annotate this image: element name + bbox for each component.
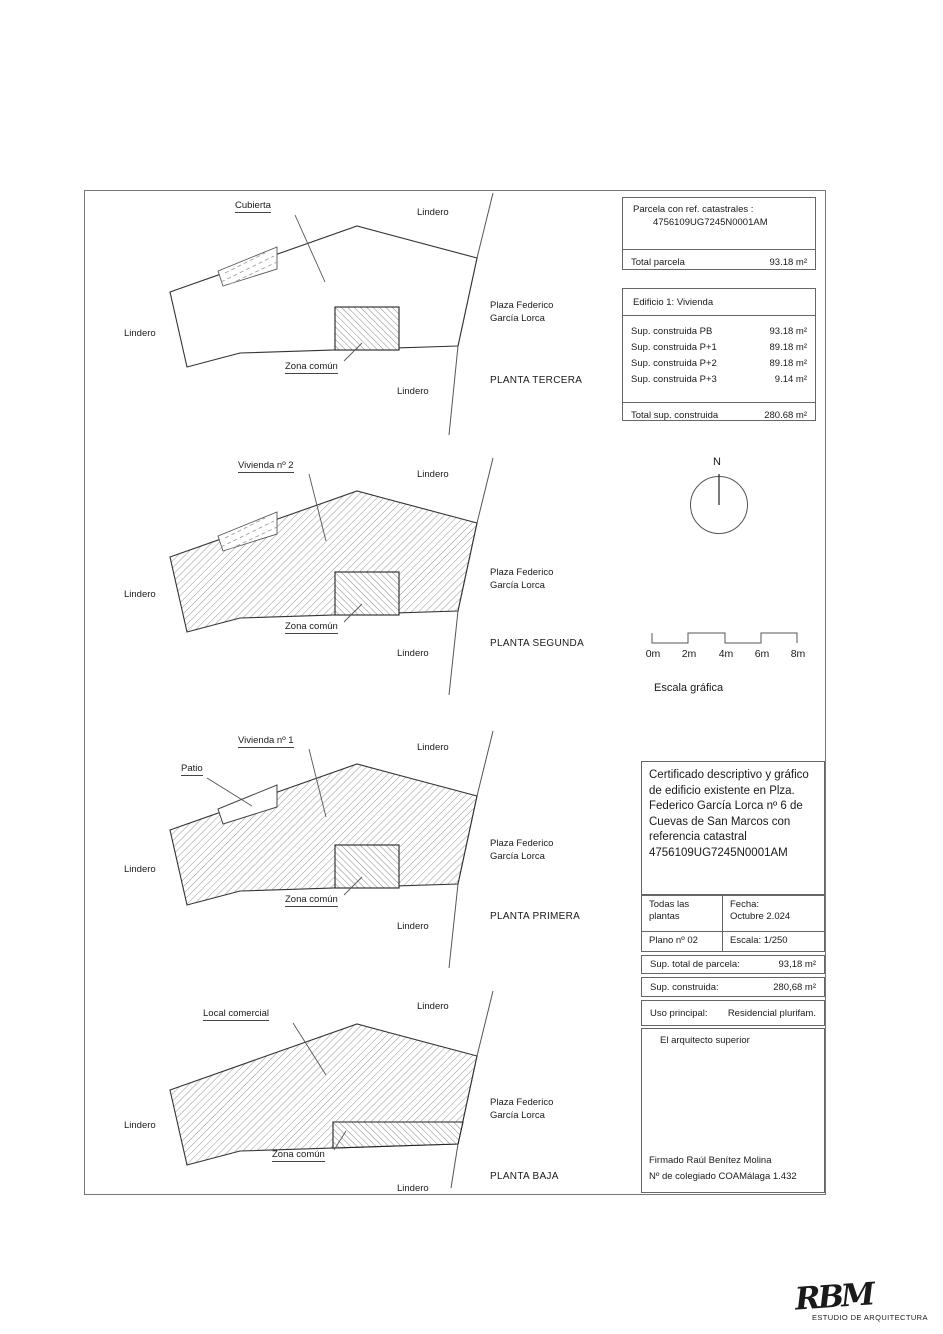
lindero-left-label: Lindero	[124, 1120, 156, 1131]
plan-title: PLANTA SEGUNDA	[490, 638, 585, 649]
plantas-fecha-row: Todas las plantas Fecha: Octubre 2.024	[642, 896, 824, 932]
signature-block: Firmado Raúl Benítez Molina Nº de colegi…	[649, 1155, 797, 1182]
parcel-outline	[169, 225, 478, 368]
logo-initials: RBM	[793, 1276, 874, 1318]
lindero-bottom-label: Lindero	[397, 386, 429, 397]
logo-tagline: ESTUDIO DE ARQUITECTURA	[812, 1313, 928, 1322]
zona-comun-area	[334, 844, 400, 889]
north-arrow-graphic	[690, 474, 748, 534]
plaza-label: Plaza Federico García Lorca	[490, 838, 554, 862]
plan-title: PLANTA BAJA	[490, 1171, 559, 1182]
feature-label: Cubierta	[235, 200, 271, 213]
vivienda-leader	[308, 473, 327, 542]
studio-logo: RBM ESTUDIO DE ARQUITECTURA	[793, 1276, 928, 1322]
parcel-outline	[169, 763, 478, 906]
zona-comun-label: Zona común	[285, 621, 338, 634]
plaza-label: Plaza Federico García Lorca	[490, 1097, 554, 1121]
certificate-box: Certificado descriptivo y gráfico de edi…	[641, 761, 825, 895]
plan-primera-drawing	[169, 730, 494, 969]
plaza-label: Plaza Federico García Lorca	[490, 300, 554, 324]
patio-void-area	[217, 511, 278, 552]
north-arrow: N	[689, 456, 749, 538]
feature-label: Vivienda nº 1	[238, 735, 294, 748]
parcel-outline	[169, 490, 478, 633]
sheet-border	[84, 190, 826, 1195]
zona-leader	[343, 342, 363, 362]
lindero-bottom-label: Lindero	[397, 648, 429, 659]
plan-segunda: Vivienda nº 2 Zona común Lindero Lindero…	[85, 450, 584, 728]
area-row: Sup. construida P+1 89.18 m²	[631, 341, 807, 353]
cubierta-area	[217, 246, 278, 287]
plan-segunda-drawing	[169, 457, 494, 696]
local-leader	[292, 1022, 327, 1076]
sup-construida-row: Sup. construida: 280,68 m²	[641, 977, 825, 997]
cubierta-dashed-hatch	[220, 252, 278, 285]
north-label: N	[713, 456, 721, 468]
escala-cell: Escala: 1/250	[722, 932, 824, 952]
lindero-top-label: Lindero	[417, 469, 449, 480]
zona-leader	[343, 603, 363, 623]
scale-bar-graphic	[651, 632, 798, 644]
plan-info-grid: Todas las plantas Fecha: Octubre 2.024 P…	[641, 895, 825, 952]
lindero-top-label: Lindero	[417, 1001, 449, 1012]
plan-primera: Vivienda nº 1 Patio Zona común Lindero L…	[85, 723, 580, 1001]
zona-comun-label: Zona común	[285, 361, 338, 374]
feature-label: Local comercial	[203, 1008, 269, 1021]
uso-principal-row: Uso principal: Residencial plurifam.	[641, 1000, 825, 1026]
building-rows: Sup. construida PB 93.18 m² Sup. construi…	[623, 315, 815, 402]
plan-baja: Local comercial Zona común Lindero Linde…	[85, 983, 558, 1261]
plano-cell: Plano nº 02	[649, 935, 698, 947]
plan-tercera: Cubierta Zona común Lindero Lindero Lind…	[85, 185, 582, 463]
area-row: Sup. construida PB 93.18 m²	[631, 325, 807, 337]
zona-leader	[343, 876, 363, 896]
scale-caption: Escala gráfica	[654, 682, 724, 694]
zona-comun-label: Zona común	[285, 894, 338, 907]
scale-tick-label: 6m	[754, 648, 770, 660]
zona-comun-area	[334, 306, 400, 351]
sup-parcela-row: Sup. total de parcela: 93,18 m²	[641, 955, 825, 974]
plantas-cell: Todas las plantas	[649, 899, 690, 922]
total-built-row: Total sup. construida 280.68 m²	[623, 402, 815, 428]
plan-title: PLANTA PRIMERA	[490, 911, 581, 922]
void-dashed-hatch	[220, 517, 278, 550]
lindero-top-label: Lindero	[417, 207, 449, 218]
lindero-bottom-label: Lindero	[397, 921, 429, 932]
area-row: Sup. construida P+3 9.14 m²	[631, 373, 807, 385]
building-areas-box: Edificio 1: Vivienda Sup. construida PB 9…	[622, 288, 816, 421]
zona-comun-label: Zona común	[272, 1149, 325, 1162]
scale-tick-label: 0m	[645, 648, 661, 660]
patio-area	[217, 784, 278, 825]
plan-baja-drawing	[169, 990, 494, 1189]
scale-tick-label: 8m	[790, 648, 806, 660]
scale-tick-label: 4m	[718, 648, 734, 660]
lindero-bottom-label: Lindero	[397, 1183, 429, 1194]
plaza-label: Plaza Federico García Lorca	[490, 567, 554, 591]
lindero-top-label: Lindero	[417, 742, 449, 753]
architect-box: El arquitecto superior Firmado Raúl Bení…	[641, 1028, 825, 1193]
zona-comun-area	[332, 1121, 464, 1149]
patio-leader	[206, 777, 253, 807]
area-row: Sup. construida P+2 89.18 m²	[631, 357, 807, 369]
vivienda-leader	[308, 748, 327, 818]
scale-tick-label: 2m	[681, 648, 697, 660]
fecha-cell: Fecha: Octubre 2.024	[722, 896, 824, 931]
zona-comun-area	[334, 571, 400, 616]
plan-tercera-drawing	[169, 192, 494, 436]
zona-leader	[333, 1130, 347, 1151]
total-parcela-row: Total parcela 93.18 m²	[623, 249, 815, 275]
feature-label: Vivienda nº 2	[238, 460, 294, 473]
patio-label: Patio	[181, 763, 203, 776]
lindero-left-label: Lindero	[124, 328, 156, 339]
lindero-left-label: Lindero	[124, 864, 156, 875]
lindero-left-label: Lindero	[124, 589, 156, 600]
plan-title: PLANTA TERCERA	[490, 375, 583, 386]
architect-label: El arquitecto superior	[660, 1035, 750, 1046]
plano-escala-row: Plano nº 02 Escala: 1/250	[642, 932, 824, 952]
parcel-ref-header: Parcela con ref. catastrales : 4756109UG…	[633, 204, 768, 228]
parcel-ref-box: Parcela con ref. catastrales : 4756109UG…	[622, 197, 816, 270]
building-box-header: Edificio 1: Vivienda	[633, 296, 714, 308]
cubierta-leader	[294, 214, 326, 283]
